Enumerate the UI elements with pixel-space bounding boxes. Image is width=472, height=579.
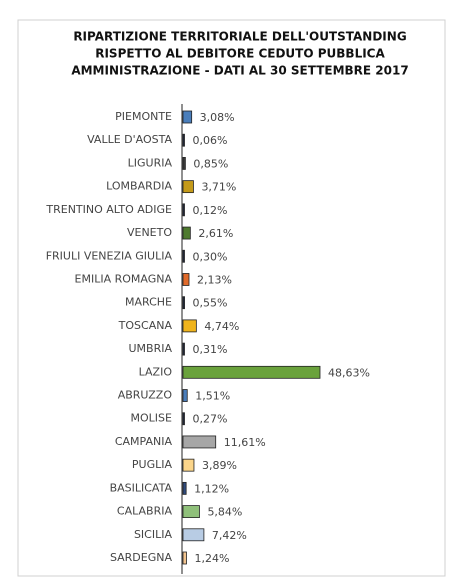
bar: [182, 110, 193, 124]
value-label: 0,06%: [193, 134, 228, 147]
category-label: TOSCANA: [118, 319, 173, 332]
category-label: PUGLIA: [132, 458, 173, 471]
value-label: 0,85%: [193, 157, 228, 170]
value-label: 3,08%: [200, 111, 235, 124]
bar: [182, 203, 185, 217]
category-label: MARCHE: [125, 296, 172, 309]
category-label: PIEMONTE: [115, 110, 172, 123]
bar: [182, 412, 185, 426]
bar: [182, 180, 194, 194]
category-label: VALLE D'AOSTA: [87, 133, 172, 146]
value-label: 3,89%: [202, 459, 237, 472]
category-label: CAMPANIA: [115, 435, 173, 448]
bar: [182, 458, 195, 472]
value-label: 0,31%: [193, 343, 228, 356]
value-label: 3,71%: [201, 181, 236, 194]
bar: [182, 133, 185, 147]
category-label: VENETO: [127, 226, 172, 239]
category-label: EMILIA ROMAGNA: [75, 272, 173, 285]
category-label: MOLISE: [131, 412, 173, 425]
chart-title: RIPARTIZIONE TERRITORIALE DELL'OUTSTANDI…: [73, 30, 406, 44]
bar: [182, 528, 205, 542]
category-label: ABRUZZO: [118, 389, 173, 402]
bar: [182, 481, 187, 495]
category-label: FRIULI VENEZIA GIULIA: [46, 249, 173, 262]
bar: [182, 389, 188, 402]
value-label: 0,55%: [193, 297, 228, 310]
bar: [182, 435, 217, 449]
category-label: UMBRIA: [128, 342, 172, 355]
frame: [17, 19, 446, 577]
category-label: CALABRIA: [117, 505, 173, 518]
bar: [182, 296, 185, 310]
bar: [182, 342, 185, 356]
category-label: BASILICATA: [110, 481, 173, 494]
chart-title: AMMINISTRAZIONE - DATI AL 30 SETTEMBRE 2…: [71, 64, 408, 78]
category-label: TRENTINO ALTO ADIGE: [45, 203, 172, 216]
category-label: LOMBARDIA: [106, 180, 172, 193]
value-label: 0,30%: [193, 250, 228, 263]
bar: [182, 249, 185, 263]
category-label: LAZIO: [139, 365, 173, 378]
value-label: 1,12%: [194, 482, 229, 495]
category-label: SICILIA: [134, 528, 173, 541]
value-label: 48,63%: [328, 366, 370, 379]
chart-title: RISPETTO AL DEBITORE CEDUTO PUBBLICA: [95, 47, 385, 61]
value-label: 5,84%: [207, 506, 242, 519]
value-label: 11,61%: [224, 436, 266, 449]
value-label: 4,74%: [204, 320, 239, 333]
value-label: 2,61%: [198, 227, 233, 240]
value-label: 7,42%: [212, 529, 247, 542]
bar: [182, 226, 191, 240]
category-label: SARDEGNA: [110, 551, 173, 564]
bar: [182, 273, 190, 286]
value-label: 0,12%: [193, 204, 228, 217]
bar: [182, 319, 197, 333]
value-label: 1,24%: [194, 552, 229, 565]
bar: [182, 365, 321, 379]
value-label: 2,13%: [197, 273, 232, 286]
bar: [182, 157, 186, 170]
bar: [182, 551, 187, 565]
bar: [182, 505, 200, 518]
category-label: LIGURIA: [128, 156, 173, 169]
value-label: 1,51%: [195, 390, 230, 403]
value-label: 0,27%: [193, 413, 228, 426]
